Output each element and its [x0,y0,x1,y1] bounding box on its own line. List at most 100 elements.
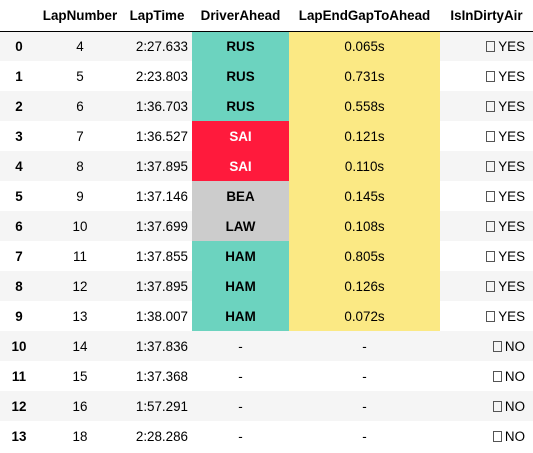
table-row: 3 7 1:36.527 SAI 0.121s YES [0,121,533,151]
header-isindirtyair: IsInDirtyAir [440,0,533,32]
table-row: 6 10 1:37.699 LAW 0.108s YES [0,211,533,241]
table-row: 5 9 1:37.146 BEA 0.145s YES [0,181,533,211]
cell-driverahead: LAW [192,211,289,241]
header-lapnumber: LapNumber [38,0,122,32]
cell-driverahead: RUS [192,61,289,91]
cell-laptime: 1:37.699 [135,218,188,234]
table-row: 11 15 1:37.368 - - NO [0,361,533,391]
cell-lapnumber: 8 [76,158,84,174]
cell-lapendgap: 0.108s [289,211,440,241]
dirty-air-label: YES [498,158,525,174]
table-body: 0 4 2:27.633 RUS 0.065s YES 1 5 2:23.803 RUS 0.731… [0,31,533,451]
missing-glyph-icon [486,250,496,262]
table-row: 1 5 2:23.803 RUS 0.731s YES [0,61,533,91]
cell-laptime: 1:37.895 [135,278,188,294]
dirty-air-label: YES [498,278,525,294]
header-index [0,0,38,32]
row-index: 11 [11,368,27,384]
cell-lapnumber: 14 [72,338,88,354]
cell-lapendgap: 0.145s [289,181,440,211]
row-index: 12 [11,398,27,414]
cell-laptime: 2:23.803 [135,68,188,84]
missing-glyph-icon [486,310,496,322]
cell-lapnumber: 11 [73,248,87,264]
cell-driverahead: SAI [192,121,289,151]
dirty-air-label: YES [498,68,525,84]
dirty-air-label: YES [498,128,525,144]
cell-driverahead: - [238,368,243,384]
cell-isindirtyair: YES [440,301,533,331]
cell-lapendgap: - [362,428,367,444]
dirty-air-label: NO [504,398,525,414]
missing-glyph-icon [492,400,502,412]
cell-driverahead: HAM [192,301,289,331]
cell-lapnumber: 12 [72,278,88,294]
cell-driverahead: BEA [192,181,289,211]
header-laptime: LapTime [122,0,192,32]
cell-lapendgap: 0.110s [289,151,440,181]
cell-laptime: 2:28.286 [135,428,188,444]
row-index: 3 [15,128,23,144]
missing-glyph-icon [486,130,496,142]
missing-glyph-icon [486,160,496,172]
cell-lapnumber: 5 [76,68,84,84]
cell-laptime: 2:27.633 [135,38,188,54]
cell-laptime: 1:38.007 [135,308,188,324]
table-row: 4 8 1:37.895 SAI 0.110s YES [0,151,533,181]
table-row: 2 6 1:36.703 RUS 0.558s YES [0,91,533,121]
table-row: 10 14 1:37.836 - - NO [0,331,533,361]
cell-isindirtyair: YES [440,121,533,151]
cell-isindirtyair: YES [440,271,533,301]
cell-isindirtyair: YES [440,241,533,271]
cell-laptime: 1:37.368 [135,368,188,384]
cell-lapendgap: 0.731s [289,61,440,91]
dirty-air-label: NO [504,338,525,354]
cell-isindirtyair: NO [440,331,533,361]
cell-isindirtyair: YES [440,151,533,181]
row-index: 0 [15,38,23,54]
missing-glyph-icon [486,220,496,232]
row-index: 5 [15,188,23,204]
cell-lapnumber: 4 [76,38,84,54]
table-row: 13 18 2:28.286 - - NO [0,421,533,451]
dirty-air-label: YES [498,188,525,204]
header-driverahead: DriverAhead [192,0,289,32]
row-index: 7 [15,248,23,264]
cell-driverahead: RUS [192,91,289,121]
missing-glyph-icon [486,100,496,112]
cell-lapendgap: 0.065s [289,31,440,61]
cell-isindirtyair: YES [440,61,533,91]
cell-lapnumber: 16 [72,398,88,414]
cell-isindirtyair: YES [440,211,533,241]
table-row: 7 11 1:37.855 HAM 0.805s YES [0,241,533,271]
row-index: 4 [15,158,23,174]
cell-lapnumber: 10 [72,218,88,234]
cell-laptime: 1:36.527 [135,128,188,144]
cell-lapendgap: 0.558s [289,91,440,121]
cell-laptime: 1:37.146 [135,188,188,204]
cell-laptime: 1:57.291 [135,398,188,414]
cell-lapendgap: 0.121s [289,121,440,151]
cell-lapendgap: 0.072s [289,301,440,331]
dirty-air-label: NO [504,428,525,444]
cell-isindirtyair: NO [440,361,533,391]
cell-lapendgap: - [362,338,367,354]
missing-glyph-icon [492,370,502,382]
cell-lapnumber: 6 [76,98,84,114]
cell-lapendgap: 0.805s [289,241,440,271]
cell-lapnumber: 9 [76,188,84,204]
missing-glyph-icon [486,280,496,292]
row-index: 2 [15,98,23,114]
cell-isindirtyair: YES [440,181,533,211]
cell-lapnumber: 18 [72,428,88,444]
dirty-air-label: YES [498,38,525,54]
cell-laptime: 1:36.703 [135,98,188,114]
table-row: 9 13 1:38.007 HAM 0.072s YES [0,301,533,331]
dirty-air-label: YES [498,218,525,234]
cell-lapendgap: - [362,368,367,384]
row-index: 6 [15,218,23,234]
cell-lapendgap: - [362,398,367,414]
cell-laptime: 1:37.855 [135,248,188,264]
cell-isindirtyair: YES [440,91,533,121]
